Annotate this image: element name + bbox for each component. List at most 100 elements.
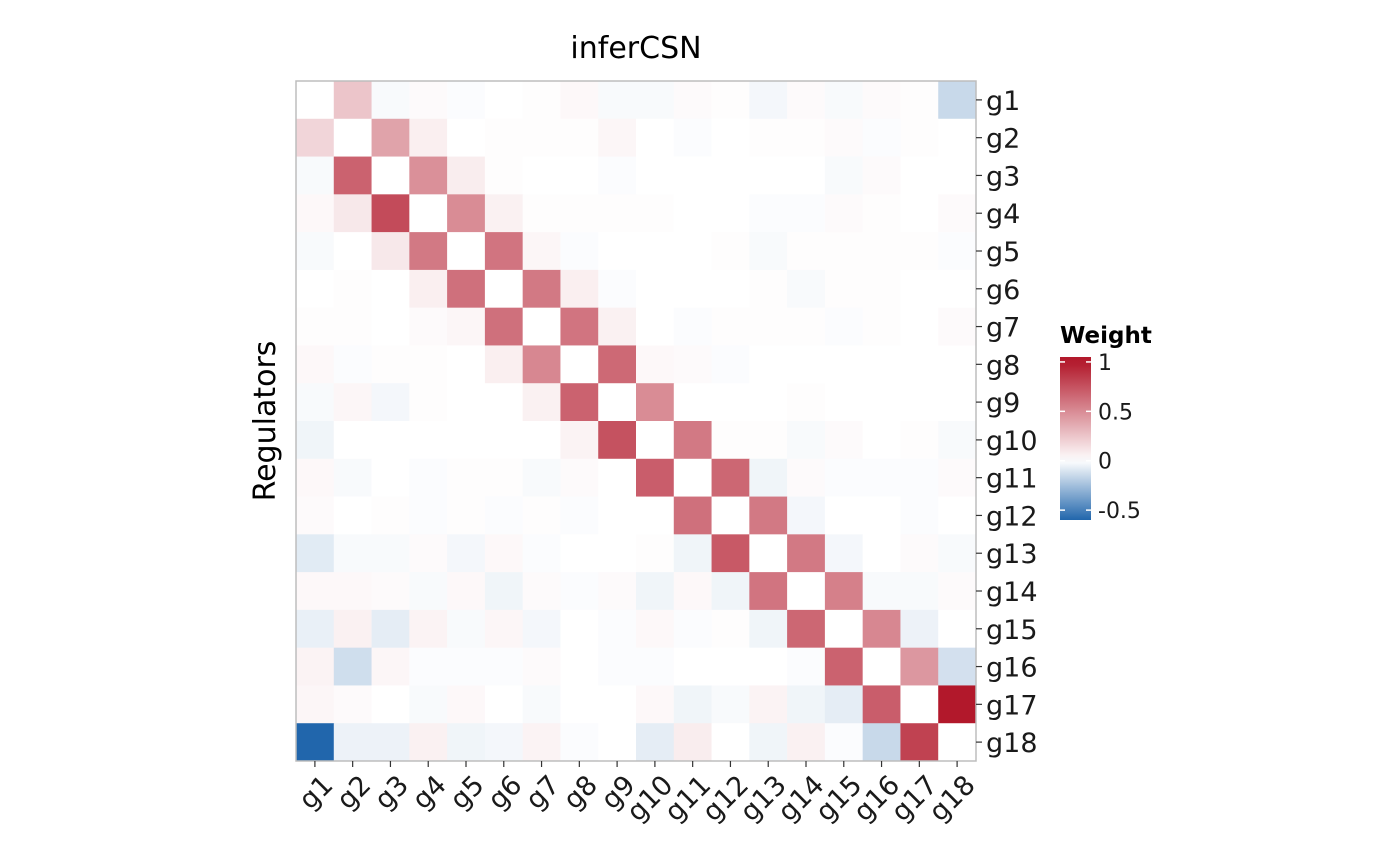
- heatmap-cell-g18-g11: [673, 723, 713, 762]
- panel-border: [295, 80, 977, 762]
- heatmap-cell-g16-g8: [560, 647, 599, 686]
- heatmap-cell-g2-g8: [560, 118, 599, 158]
- heatmap-cell-g6-g6: [484, 269, 524, 309]
- heatmap-cell-g4-g1: [296, 194, 335, 233]
- heatmap-cell-g12-g6: [484, 496, 524, 535]
- heatmap-cell-g14-g16: [862, 572, 901, 611]
- heatmap-cell-g12-g16: [862, 496, 901, 535]
- heatmap-cell-g4-g2: [333, 194, 373, 233]
- heatmap-cell-g7-g7: [522, 307, 561, 346]
- heatmap-cell-g2-g14: [787, 118, 826, 158]
- heatmap-cell-g16-g4: [409, 647, 448, 686]
- heatmap-cell-g13-g18: [938, 534, 977, 573]
- heatmap-cell-g2-g13: [749, 118, 788, 158]
- heatmap-cell-g15-g3: [371, 609, 410, 649]
- y-axis-ticks: g1 g2 g3 g4 g5 g6 g7 g8 g9 g10 g11 g12 g13 g14 g15 g16 g…: [976, 86, 1038, 759]
- heatmap-cell-g16-g12: [711, 647, 750, 686]
- heatmap-cell-g4-g18: [938, 194, 977, 233]
- heatmap-cell-g11-g3: [371, 458, 410, 498]
- heatmap-cell-g10-g8: [560, 421, 599, 460]
- heatmap-cell-g10-g2: [333, 421, 373, 460]
- heatmap-cell-g7-g11: [673, 307, 713, 346]
- heatmap-cell-g12-g10: [636, 496, 675, 535]
- heatmap-cell-g9-g12: [711, 383, 750, 422]
- y-tick-label: g10: [986, 426, 1038, 457]
- heatmap-cell-g5-g13: [749, 232, 788, 271]
- heatmap-cell-g13-g14: [787, 534, 826, 573]
- heatmap-cell-g8-g12: [711, 345, 750, 384]
- heatmap-cell-g9-g14: [787, 383, 826, 422]
- y-tick-label: g16: [986, 653, 1038, 684]
- heatmap-cell-g8-g8: [560, 345, 599, 384]
- heatmap-cell-g8-g4: [409, 345, 448, 384]
- heatmap-cell-g7-g9: [598, 307, 637, 346]
- heatmap-cell-g18-g18: [938, 723, 977, 762]
- y-tick-label: g18: [986, 728, 1038, 759]
- heatmap-cell-g18-g5: [447, 723, 486, 762]
- heatmap-cell-g14-g12: [711, 572, 750, 611]
- heatmap-cell-g10-g17: [900, 421, 939, 460]
- heatmap-cell-g10-g6: [484, 421, 524, 460]
- heatmap-cell-g2-g15: [824, 118, 864, 158]
- heatmap-cell-g9-g7: [522, 383, 561, 422]
- heatmap-cell-g2-g16: [862, 118, 901, 158]
- y-tick-label: g1: [986, 86, 1020, 117]
- heatmap-cell-g15-g13: [749, 609, 788, 649]
- heatmap-cell-g11-g18: [938, 458, 977, 498]
- heatmap-cell-g5-g1: [296, 232, 335, 271]
- heatmap-cell-g18-g15: [824, 723, 864, 762]
- heatmap-cell-g6-g14: [787, 269, 826, 309]
- heatmap-cell-g17-g14: [787, 685, 826, 724]
- heatmap-cell-g14-g13: [749, 572, 788, 611]
- heatmap-cell-g18-g16: [862, 723, 901, 762]
- heatmap-cell-g14-g5: [447, 572, 486, 611]
- heatmap-cell-g3-g7: [522, 156, 561, 195]
- heatmap-cell-g7-g18: [938, 307, 977, 346]
- heatmap-cell-g1-g15: [824, 81, 864, 120]
- heatmap-cell-g15-g11: [673, 609, 713, 649]
- heatmap-cell-g2-g5: [447, 118, 486, 158]
- heatmap-cell-g6-g2: [333, 269, 373, 309]
- heatmap-cell-g8-g17: [900, 345, 939, 384]
- heatmap-cell-g17-g5: [447, 685, 486, 724]
- heatmap-cell-g10-g10: [636, 421, 675, 460]
- heatmap-cell-g10-g11: [673, 421, 713, 460]
- heatmap-cell-g3-g15: [824, 156, 864, 195]
- heatmap-cell-g16-g7: [522, 647, 561, 686]
- heatmap-cell-g15-g16: [862, 609, 901, 649]
- heatmap-cell-g18-g4: [409, 723, 448, 762]
- heatmap-cell-g6-g18: [938, 269, 977, 309]
- heatmap-cell-g17-g4: [409, 685, 448, 724]
- heatmap-cell-g7-g13: [749, 307, 788, 346]
- heatmap-cell-g18-g8: [560, 723, 599, 762]
- heatmap-cell-g12-g11: [673, 496, 713, 535]
- heatmap-cell-g3-g5: [447, 156, 486, 195]
- y-tick-label: g13: [986, 539, 1038, 570]
- heatmap-cell-g4-g15: [824, 194, 864, 233]
- heatmap-cell-g7-g4: [409, 307, 448, 346]
- heatmap-cell-g17-g11: [673, 685, 713, 724]
- heatmap-cell-g10-g7: [522, 421, 561, 460]
- heatmap-cell-g10-g5: [447, 421, 486, 460]
- heatmap-cell-g12-g18: [938, 496, 977, 535]
- heatmap-cell-g14-g3: [371, 572, 410, 611]
- heatmap-cell-g8-g14: [787, 345, 826, 384]
- heatmap-cell-g2-g12: [711, 118, 750, 158]
- heatmap-cell-g5-g16: [862, 232, 901, 271]
- heatmap-cell-g8-g3: [371, 345, 410, 384]
- heatmap-cell-g9-g16: [862, 383, 901, 422]
- heatmap-cell-g9-g3: [371, 383, 410, 422]
- heatmap-cell-g8-g16: [862, 345, 901, 384]
- heatmap-cell-g6-g13: [749, 269, 788, 309]
- heatmap-cell-g4-g8: [560, 194, 599, 233]
- heatmap-cell-g4-g5: [447, 194, 486, 233]
- heatmap-cell-g8-g2: [333, 345, 373, 384]
- heatmap-cell-g1-g6: [484, 81, 524, 120]
- heatmap-cell-g10-g15: [824, 421, 864, 460]
- heatmap-cell-g14-g2: [333, 572, 373, 611]
- heatmap-cell-g9-g10: [636, 383, 675, 422]
- heatmap-cell-g5-g8: [560, 232, 599, 271]
- y-tick-label: g14: [986, 577, 1038, 608]
- heatmap-cell-g3-g10: [636, 156, 675, 195]
- heatmap-cell-g1-g4: [409, 81, 448, 120]
